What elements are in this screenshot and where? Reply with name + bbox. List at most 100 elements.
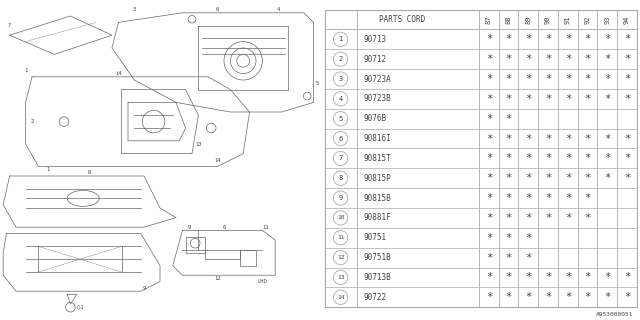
Text: *: * (584, 213, 591, 223)
Text: 5: 5 (315, 81, 319, 86)
Text: *: * (486, 74, 492, 84)
Text: *: * (604, 272, 611, 283)
Text: 90751B: 90751B (363, 253, 391, 262)
Text: *: * (506, 252, 512, 263)
Text: 11: 11 (337, 235, 344, 240)
Text: 94: 94 (624, 15, 630, 24)
Text: *: * (486, 153, 492, 164)
Text: *: * (584, 74, 591, 84)
Text: *: * (486, 114, 492, 124)
Text: 90713: 90713 (363, 35, 387, 44)
Text: *: * (486, 193, 492, 203)
Text: *: * (525, 252, 531, 263)
Text: *: * (584, 173, 591, 183)
Text: 89: 89 (525, 15, 531, 24)
Text: *: * (604, 94, 611, 104)
Text: *: * (525, 34, 531, 44)
Text: 2: 2 (339, 56, 343, 62)
Text: 9076B: 9076B (363, 114, 387, 123)
Text: *: * (564, 292, 571, 302)
Text: 3: 3 (132, 7, 136, 12)
Text: 5: 5 (339, 116, 343, 122)
Text: ○1: ○1 (77, 305, 83, 310)
Text: 90815T: 90815T (363, 154, 391, 163)
Text: *: * (506, 173, 512, 183)
Text: *: * (564, 74, 571, 84)
Text: 92: 92 (584, 15, 591, 24)
Text: *: * (545, 173, 551, 183)
Text: *: * (584, 34, 591, 44)
Text: 14: 14 (337, 295, 344, 300)
Text: *: * (545, 54, 551, 64)
Text: *: * (545, 193, 551, 203)
Text: 6: 6 (216, 7, 220, 12)
Text: *: * (545, 272, 551, 283)
Text: 8: 8 (339, 175, 343, 181)
Text: *: * (506, 94, 512, 104)
Text: 1: 1 (24, 68, 28, 73)
Text: *: * (604, 292, 611, 302)
Text: *: * (506, 272, 512, 283)
Text: *: * (624, 133, 630, 144)
Text: 90723A: 90723A (363, 75, 391, 84)
Text: *: * (604, 133, 611, 144)
Text: *: * (604, 54, 611, 64)
Text: *: * (486, 54, 492, 64)
Text: *: * (486, 133, 492, 144)
Text: *: * (506, 54, 512, 64)
Text: *: * (564, 272, 571, 283)
Text: *: * (486, 233, 492, 243)
Text: 90722: 90722 (363, 293, 387, 302)
Text: 12: 12 (214, 276, 221, 281)
Text: *: * (506, 74, 512, 84)
Text: *: * (584, 133, 591, 144)
Text: *: * (584, 272, 591, 283)
Text: 2: 2 (30, 119, 34, 124)
Text: 6: 6 (88, 170, 92, 175)
Text: 93: 93 (604, 15, 610, 24)
Text: 7: 7 (339, 156, 343, 161)
Text: LHD: LHD (257, 279, 268, 284)
Text: *: * (564, 193, 571, 203)
Text: A953000051: A953000051 (596, 312, 634, 317)
Text: 90815B: 90815B (363, 194, 391, 203)
Text: *: * (486, 94, 492, 104)
Text: *: * (525, 213, 531, 223)
Text: *: * (604, 173, 611, 183)
Text: 9: 9 (339, 195, 343, 201)
Text: 90: 90 (545, 15, 551, 24)
Text: *: * (506, 213, 512, 223)
Text: 10: 10 (337, 215, 344, 220)
Text: *: * (624, 34, 630, 44)
Text: *: * (564, 213, 571, 223)
Text: *: * (545, 133, 551, 144)
Text: *: * (624, 272, 630, 283)
Text: *: * (506, 292, 512, 302)
Text: *: * (624, 74, 630, 84)
Text: 3: 3 (339, 76, 343, 82)
Text: 7: 7 (8, 23, 12, 28)
Text: *: * (604, 74, 611, 84)
Text: *: * (584, 292, 591, 302)
Text: *: * (624, 292, 630, 302)
Text: *: * (604, 153, 611, 164)
Text: *: * (525, 153, 531, 164)
Text: *: * (525, 233, 531, 243)
Text: 9: 9 (187, 225, 191, 230)
Text: 14: 14 (214, 157, 221, 163)
Text: *: * (506, 133, 512, 144)
Text: 4: 4 (339, 96, 343, 102)
Text: 9: 9 (142, 285, 146, 291)
Text: 91: 91 (564, 15, 571, 24)
Text: *: * (525, 272, 531, 283)
Text: *: * (525, 173, 531, 183)
Text: 11: 11 (262, 225, 269, 230)
Text: *: * (486, 252, 492, 263)
Text: *: * (486, 34, 492, 44)
Text: *: * (584, 193, 591, 203)
Text: 88: 88 (506, 15, 511, 24)
Text: *: * (564, 173, 571, 183)
Text: *: * (604, 34, 611, 44)
Text: *: * (564, 34, 571, 44)
Text: *: * (525, 292, 531, 302)
